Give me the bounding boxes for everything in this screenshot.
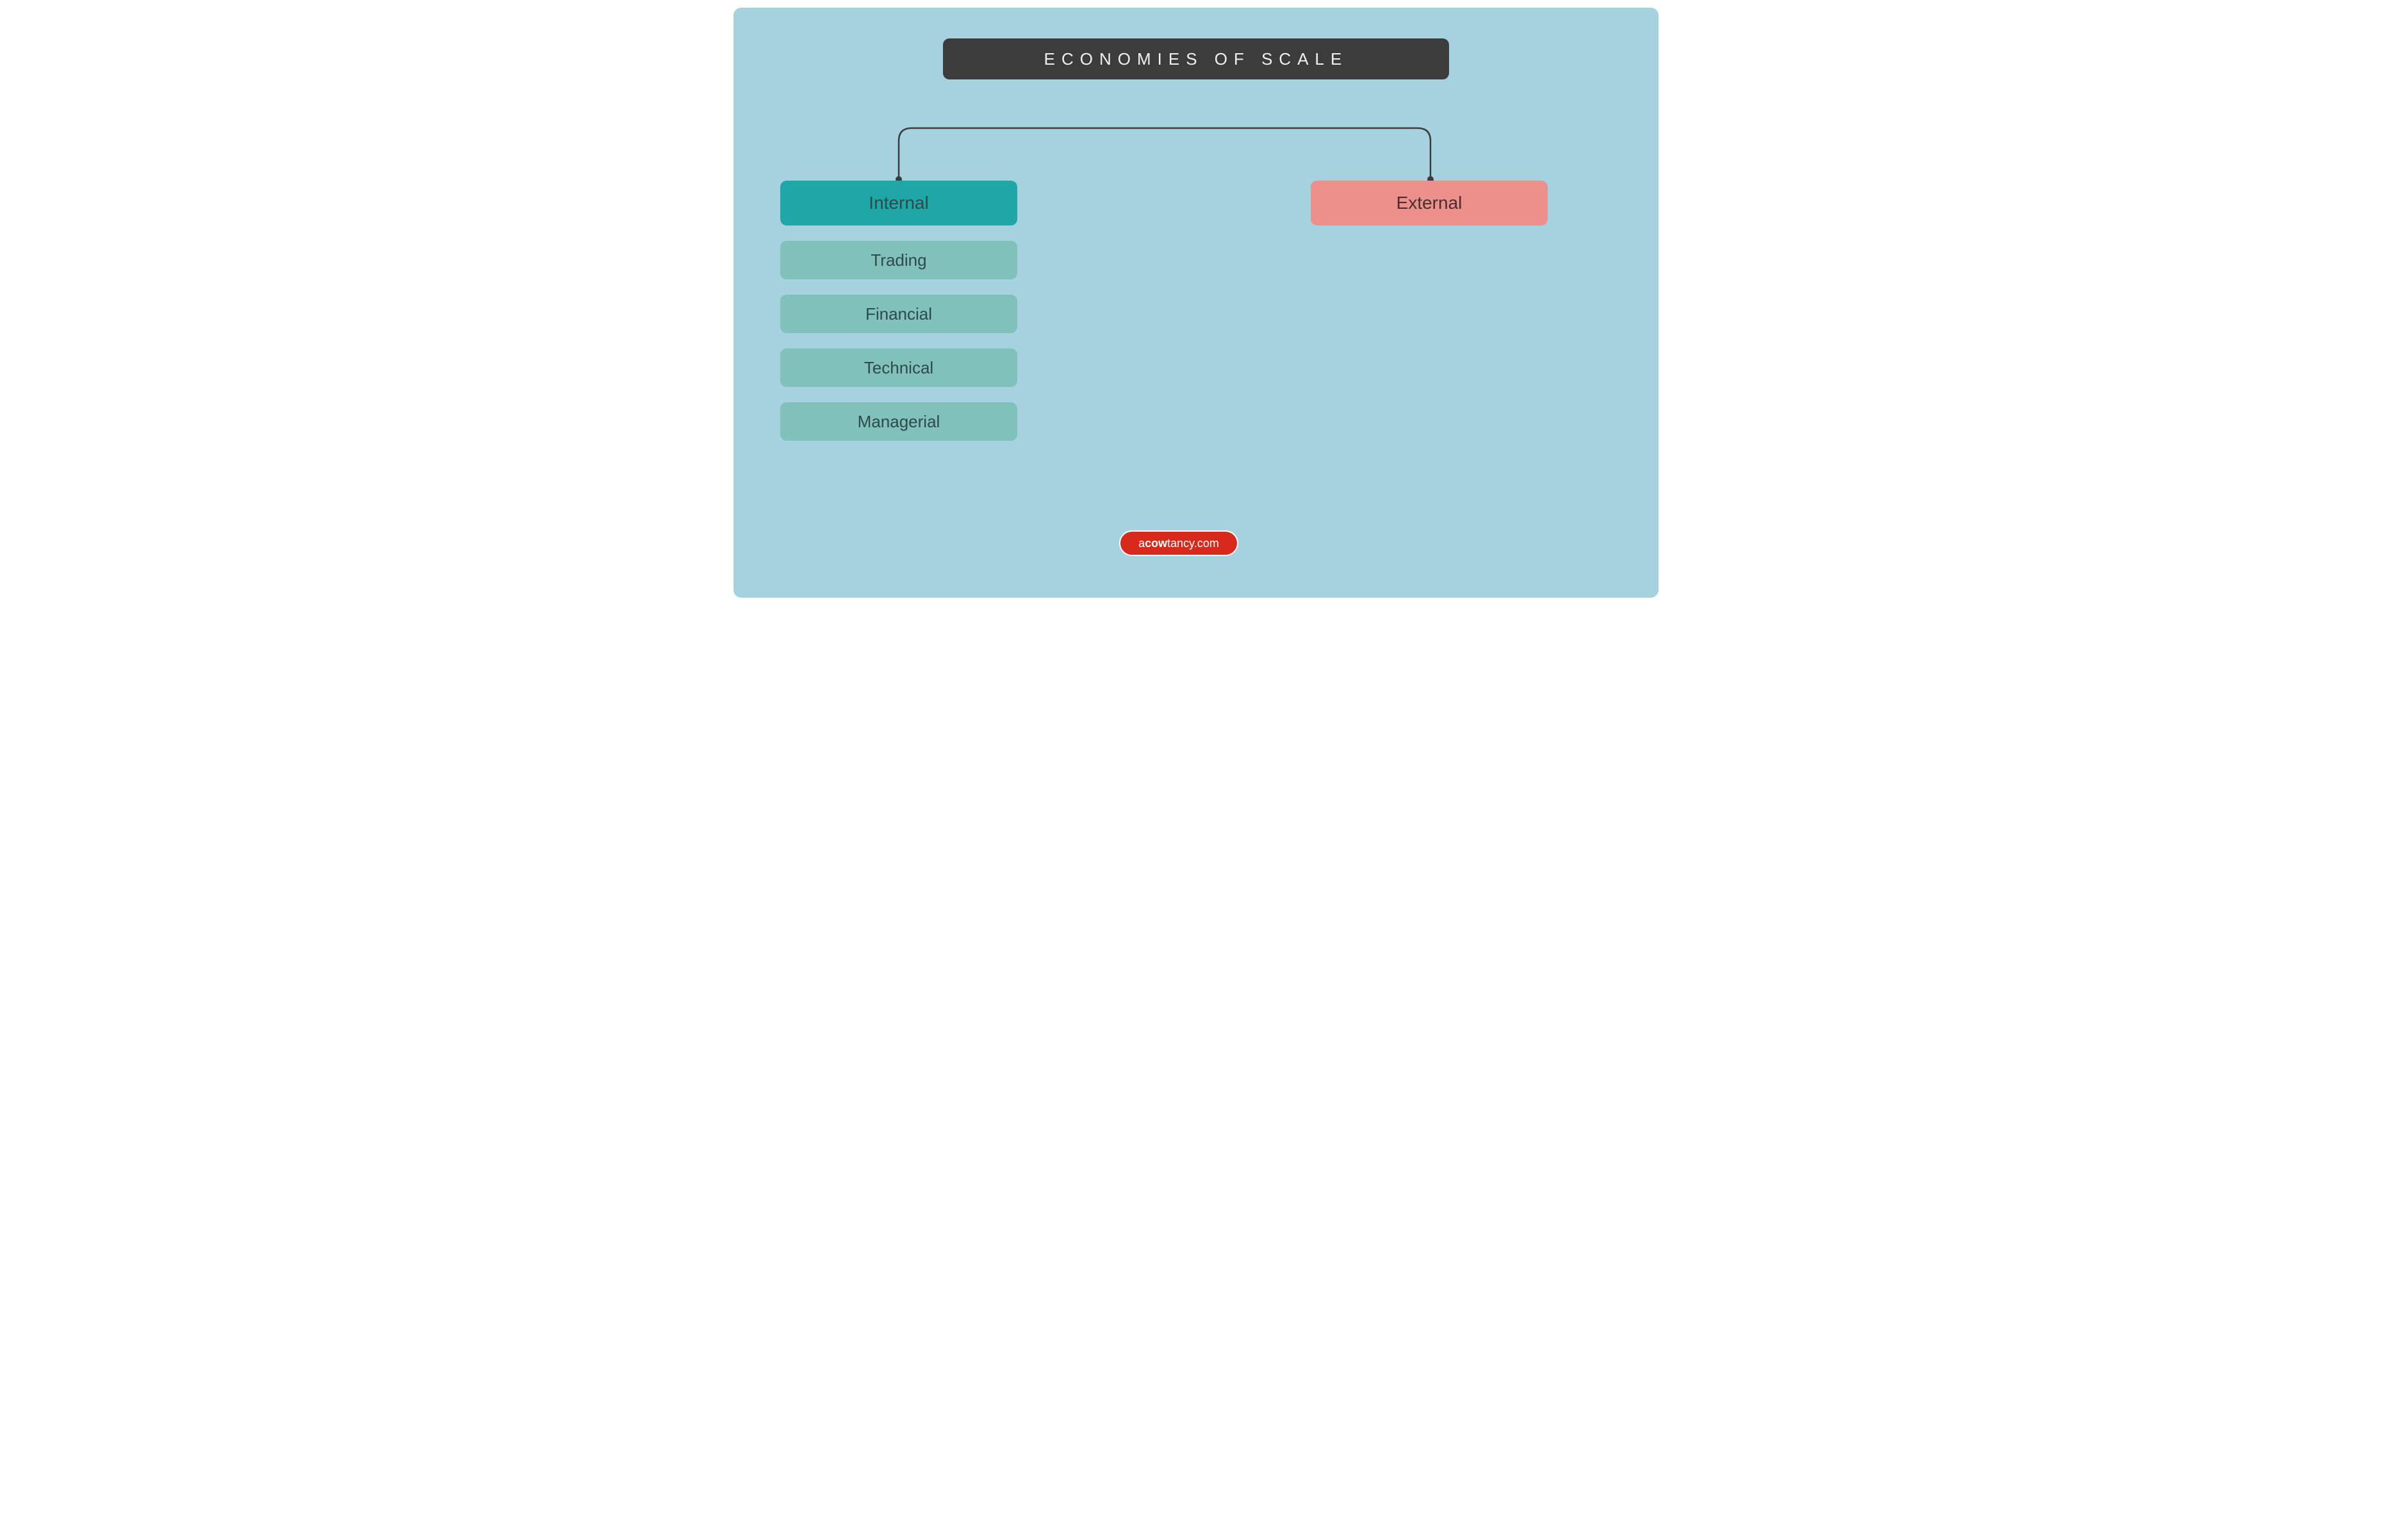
branch-external: External: [1311, 181, 1548, 225]
internal-child-label: Technical: [864, 358, 933, 378]
branch-internal-label: Internal: [869, 193, 928, 213]
logo-part-rest: tancy.com: [1167, 537, 1219, 550]
logo-part-a: a: [1138, 537, 1145, 550]
diagram-title: ECONOMIES OF SCALE: [943, 38, 1449, 79]
internal-child-label: Financial: [865, 304, 932, 324]
internal-child-item: Financial: [780, 295, 1017, 333]
logo-badge: a cow tancy.com: [1119, 530, 1238, 556]
diagram-title-text: ECONOMIES OF SCALE: [1044, 49, 1348, 69]
internal-child-item: Managerial: [780, 402, 1017, 441]
logo-part-cow: cow: [1145, 537, 1167, 550]
branch-internal: Internal: [780, 181, 1017, 225]
internal-child-item: Technical: [780, 348, 1017, 387]
internal-child-item: Trading: [780, 241, 1017, 279]
diagram-frame: ECONOMIES OF SCALE Internal External Tra…: [726, 0, 1666, 605]
internal-child-label: Managerial: [858, 412, 940, 432]
branch-external-label: External: [1397, 193, 1462, 213]
internal-child-label: Trading: [871, 250, 926, 270]
